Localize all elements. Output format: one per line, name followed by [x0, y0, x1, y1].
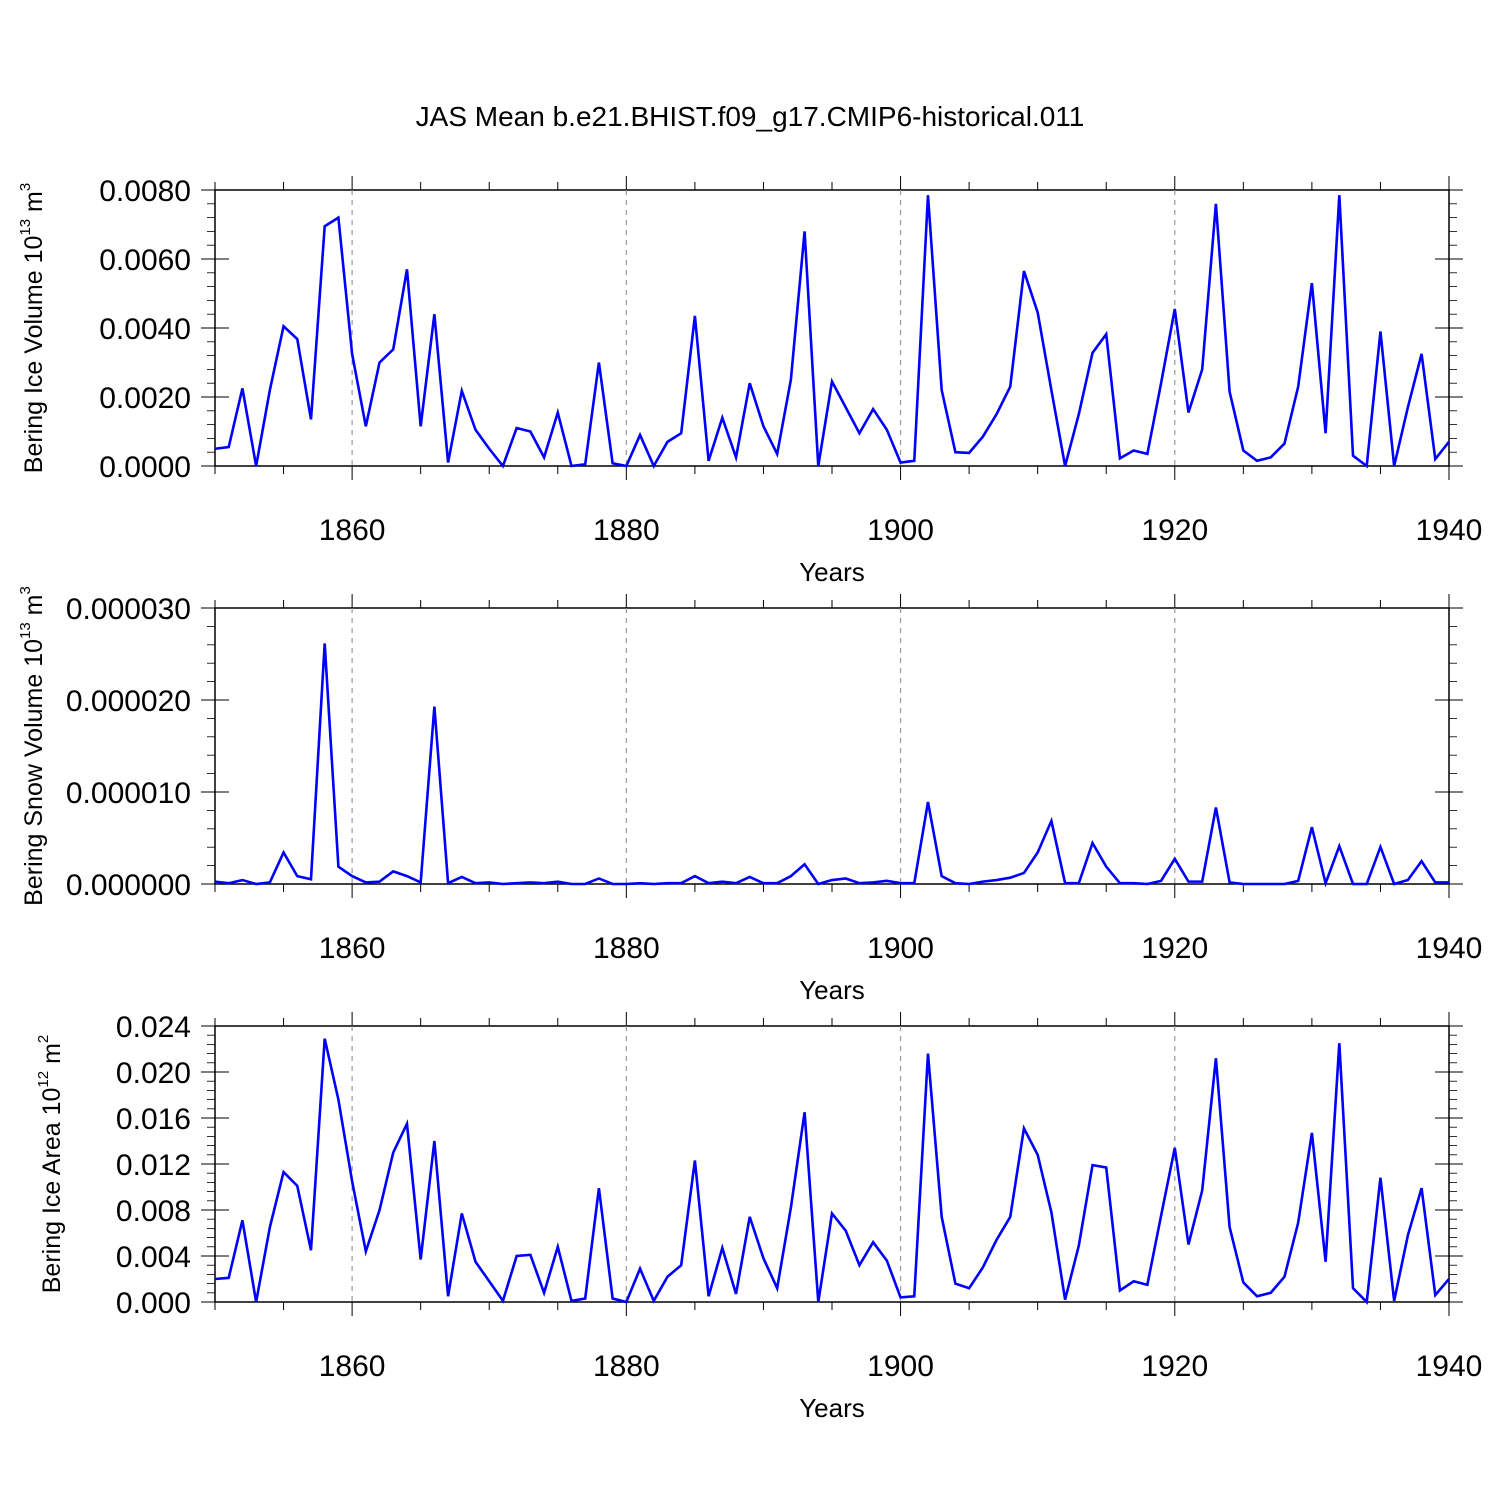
y-tick-label: 0.016 [116, 1103, 191, 1136]
x-tick-label: 1880 [593, 1350, 660, 1383]
y-tick-label: 0.0060 [99, 244, 191, 277]
y-label-text: Bering Ice Area 10 [38, 1088, 66, 1294]
y-tick-label: 0.0000 [99, 451, 191, 484]
y-label-unit-exponent: 3 [17, 586, 34, 594]
y-tick-label: 0.000 [116, 1287, 191, 1320]
y-label-unit-exponent: 2 [35, 1035, 52, 1043]
y-tick-label: 0.012 [116, 1149, 191, 1182]
y-label-unit: m [20, 595, 48, 623]
x-tick-label: 1940 [1416, 514, 1483, 547]
y-axis-label: Bering Snow Volume 1013 m3 [17, 586, 48, 906]
x-axis-label: Years [799, 1393, 865, 1423]
x-tick-label: 1900 [867, 932, 934, 965]
x-tick-label: 1920 [1141, 932, 1208, 965]
x-axis-label: Years [799, 975, 865, 1005]
x-tick-label: 1920 [1141, 514, 1208, 547]
y-label-exponent: 13 [17, 219, 34, 236]
y-axis-label: Bering Ice Volume 1013 m3 [17, 183, 48, 473]
plot-frame [214, 1025, 1450, 1303]
x-axis-label: Years [799, 557, 865, 587]
x-tick-label: 1900 [867, 514, 934, 547]
y-label-exponent: 13 [17, 622, 34, 639]
y-tick-label: 0.024 [116, 1011, 191, 1044]
x-tick-label: 1880 [593, 932, 660, 965]
y-label-text: Bering Ice Volume 10 [20, 236, 48, 474]
y-tick-label: 0.000020 [66, 685, 191, 718]
series-line [214, 1038, 1450, 1305]
y-label-exponent: 12 [35, 1071, 52, 1088]
x-tick-label: 1860 [319, 932, 386, 965]
x-tick-label: 1940 [1416, 1350, 1483, 1383]
chart-panel-2: 1860 1880 1900 1920 1940 Years 0.000000 0.00001… [17, 586, 1482, 1005]
chart-title: JAS Mean b.e21.BHIST.f09_g17.CMIP6-histo… [416, 101, 1085, 132]
y-tick-label: 0.008 [116, 1195, 191, 1228]
y-tick-label: 0.000000 [66, 869, 191, 902]
y-tick-label: 0.0020 [99, 382, 191, 415]
plot-frame [214, 607, 1450, 885]
x-tick-label: 1940 [1416, 932, 1483, 965]
y-tick-label: 0.000030 [66, 593, 191, 626]
y-tick-label: 0.000010 [66, 777, 191, 810]
x-tick-label: 1900 [867, 1350, 934, 1383]
chart-panel-3: 1860 1880 1900 1920 1940 Years 0.000 0.004 0.008… [35, 1011, 1482, 1423]
series-line [214, 195, 1451, 469]
series-line [214, 643, 1449, 888]
y-label-unit-exponent: 3 [17, 183, 34, 191]
chart-panel-1: 1860 1880 1900 1920 1940 Years 0.0000 0.0020 0.0… [17, 175, 1482, 587]
x-tick-label: 1860 [319, 1350, 386, 1383]
y-tick-label: 0.004 [116, 1241, 191, 1274]
y-label-unit: m [38, 1043, 66, 1071]
x-tick-label: 1920 [1141, 1350, 1208, 1383]
y-label-unit: m [20, 191, 48, 219]
x-tick-label: 1860 [319, 514, 386, 547]
plot-frame [214, 189, 1450, 467]
y-tick-label: 0.0040 [99, 313, 191, 346]
x-tick-label: 1880 [593, 514, 660, 547]
y-label-text: Bering Snow Volume 10 [20, 639, 48, 906]
y-tick-label: 0.0080 [99, 175, 191, 208]
y-axis-label: Bering Ice Area 1012 m2 [35, 1035, 66, 1294]
y-tick-label: 0.020 [116, 1057, 191, 1090]
